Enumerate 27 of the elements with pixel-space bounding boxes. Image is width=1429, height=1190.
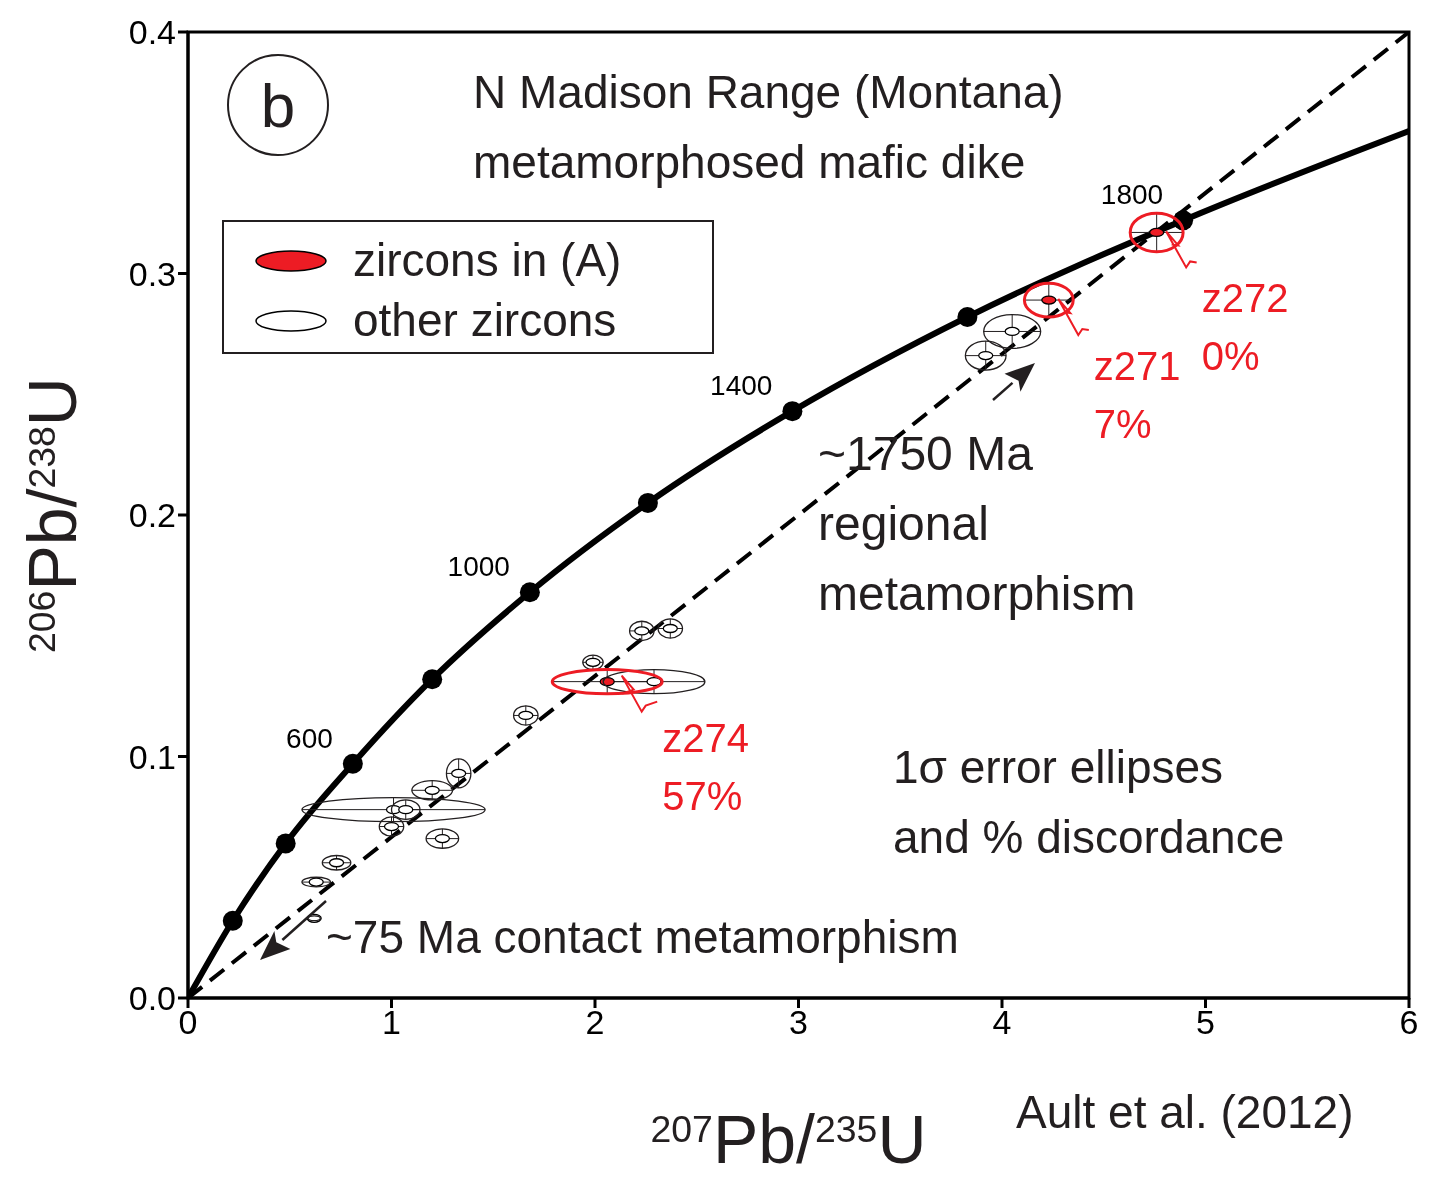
legend-label: zircons in (A) [353, 234, 622, 286]
x-tick-label: 1 [382, 1003, 401, 1042]
annotation: 600 [286, 722, 333, 754]
annotation: 1σ error ellipses and % discordance [893, 741, 1285, 863]
data-label: z274 57% [662, 715, 749, 818]
y-tick-label: 0.4 [128, 13, 176, 52]
y-tick-label: 0.1 [128, 737, 176, 776]
x-tick-label: 6 [1399, 1003, 1419, 1042]
x-axis-title: $^{207}$Pb/$^{235}$U [650, 1101, 927, 1177]
annotation: 1800 [1100, 179, 1164, 211]
legend-label: other zircons [353, 294, 617, 346]
annotation: 1400 [710, 370, 773, 402]
annotation: 1000 [447, 551, 510, 583]
text: Ault et al. (2012) [1016, 1086, 1354, 1138]
data-label: z272 0% [1201, 276, 1289, 379]
annotation: b [260, 71, 296, 140]
x-tick-label: 5 [1196, 1003, 1215, 1042]
x-tick-label: 0 [178, 1003, 198, 1042]
y-tick-label: 0.0 [128, 979, 176, 1018]
annotation: ~75 Ma contact metamorphism [326, 911, 959, 963]
text: metamorphosed mafic dike [473, 136, 1026, 188]
text: N Madison Range (Montana) [473, 66, 1064, 118]
x-tick-label: 4 [992, 1003, 1012, 1042]
x-tick-label: 3 [789, 1003, 808, 1042]
y-tick-label: 0.2 [128, 496, 176, 535]
x-tick-label: 2 [585, 1003, 605, 1042]
y-tick-label: 0.3 [128, 254, 176, 293]
